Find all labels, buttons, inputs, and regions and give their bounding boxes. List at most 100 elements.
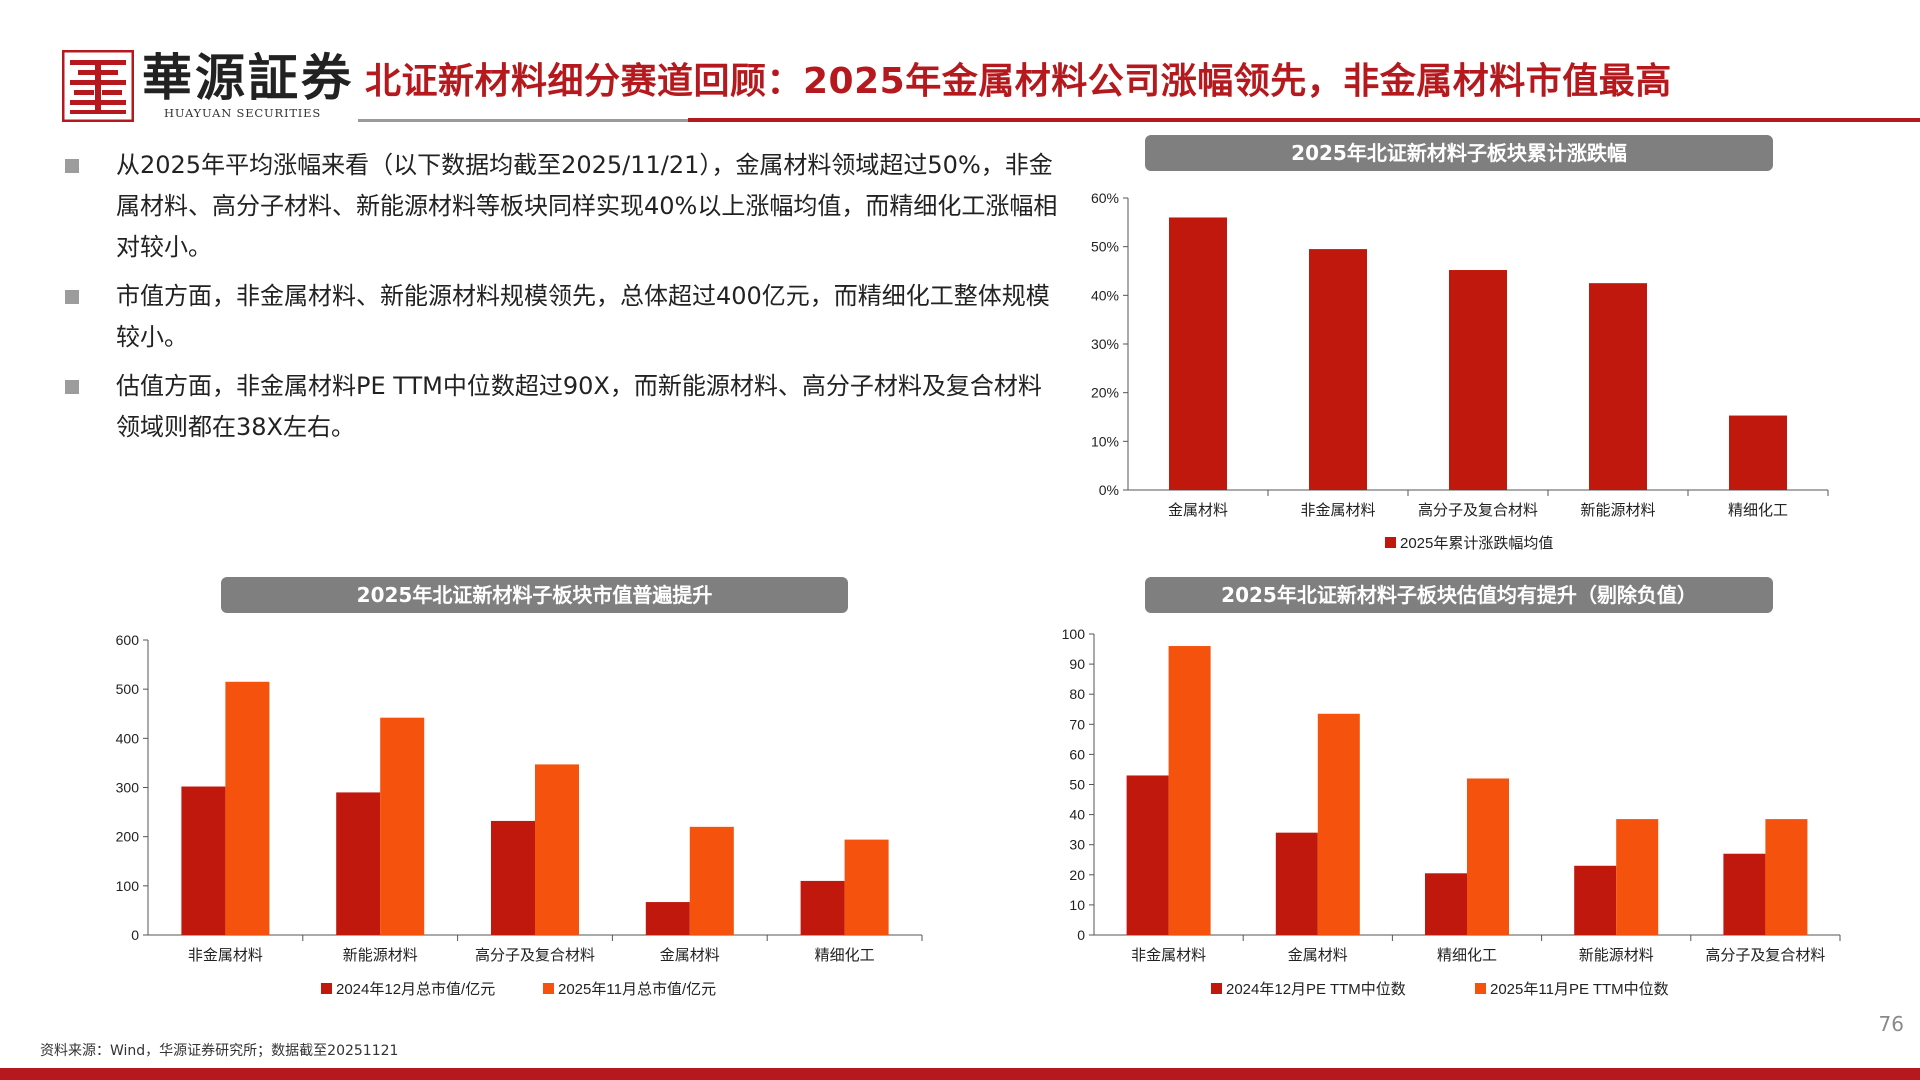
title-underline-gray — [358, 119, 688, 122]
y-tick-label: 200 — [116, 829, 140, 845]
x-tick-label: 精细化工 — [815, 947, 875, 964]
bar — [1589, 283, 1647, 490]
legend-label: 2025年累计涨跌幅均值 — [1400, 535, 1553, 552]
bullet-item: 市值方面，非金属材料、新能源材料规模领先，总体超过400亿元，而精细化工整体规模… — [62, 276, 1062, 358]
x-tick-label: 新能源材料 — [343, 947, 418, 964]
bullet-square-icon — [65, 290, 79, 304]
x-tick-label: 非金属材料 — [1300, 502, 1375, 519]
x-tick-label: 新能源材料 — [1580, 502, 1655, 519]
y-tick-label: 30 — [1069, 837, 1085, 853]
bullet-item: 从2025年平均涨幅来看（以下数据均截至2025/11/21），金属材料领域超过… — [62, 145, 1062, 268]
bullet-item: 估值方面，非金属材料PE TTM中位数超过90X，而新能源材料、高分子材料及复合… — [62, 366, 1062, 448]
bullet-square-icon — [65, 380, 79, 394]
bullet-text: 估值方面，非金属材料PE TTM中位数超过90X，而新能源材料、高分子材料及复合… — [116, 372, 1042, 441]
bullet-list: 从2025年平均涨幅来看（以下数据均截至2025/11/21），金属材料领域超过… — [62, 145, 1062, 456]
bar — [844, 839, 889, 935]
legend-swatch — [543, 983, 554, 994]
legend-swatch — [1211, 983, 1222, 994]
y-tick-label: 10% — [1091, 433, 1119, 449]
y-tick-label: 0 — [1077, 927, 1085, 943]
y-tick-label: 400 — [116, 730, 140, 746]
legend-label: 2025年11月总市值/亿元 — [558, 981, 716, 998]
bar — [1574, 865, 1617, 935]
y-tick-label: 40% — [1091, 287, 1119, 303]
y-tick-label: 600 — [116, 632, 140, 648]
bar — [225, 681, 270, 935]
y-tick-label: 60% — [1091, 190, 1119, 206]
legend-label: 2024年12月PE TTM中位数 — [1226, 981, 1406, 998]
page-number: 76 — [1878, 1012, 1904, 1036]
y-tick-label: 90 — [1069, 656, 1085, 672]
x-tick-label: 精细化工 — [1728, 502, 1788, 519]
y-tick-label: 50 — [1069, 777, 1085, 793]
x-tick-label: 精细化工 — [1437, 947, 1497, 964]
chart-title-cumulative: 2025年北证新材料子板块累计涨跌幅 — [1145, 135, 1773, 171]
chart-title-valuation: 2025年北证新材料子板块估值均有提升（剔除负值） — [1145, 577, 1773, 613]
bullet-text: 市值方面，非金属材料、新能源材料规模领先，总体超过400亿元，而精细化工整体规模… — [116, 282, 1050, 351]
bar — [1467, 778, 1509, 935]
x-tick-label: 非金属材料 — [188, 947, 263, 964]
company-logo-text: 華源証券 — [142, 48, 354, 107]
y-tick-label: 100 — [1062, 626, 1086, 642]
y-tick-label: 20 — [1069, 867, 1085, 883]
legend-label: 2024年12月总市值/亿元 — [336, 981, 495, 998]
x-tick-label: 高分子及复合材料 — [1418, 501, 1538, 519]
bullet-square-icon — [65, 159, 79, 173]
company-logo-english: HUAYUAN SECURITIES — [164, 106, 322, 120]
bar — [1275, 832, 1318, 935]
source-note: 资料来源：Wind，华源证券研究所；数据截至20251121 — [40, 1043, 399, 1059]
bullet-text: 从2025年平均涨幅来看（以下数据均截至2025/11/21），金属材料领域超过… — [116, 151, 1058, 261]
y-tick-label: 0% — [1099, 482, 1119, 498]
y-tick-label: 10 — [1069, 897, 1085, 913]
y-tick-label: 80 — [1069, 686, 1085, 702]
legend-swatch — [1475, 983, 1486, 994]
y-tick-label: 40 — [1069, 807, 1085, 823]
company-logo-icon — [62, 50, 134, 122]
legend-swatch — [1385, 537, 1396, 548]
bar — [336, 792, 381, 935]
bar — [181, 786, 226, 935]
bar — [1126, 775, 1169, 935]
bar — [800, 880, 845, 935]
y-tick-label: 300 — [116, 780, 140, 796]
y-tick-label: 30% — [1091, 336, 1119, 352]
x-tick-label: 金属材料 — [660, 947, 720, 964]
y-tick-label: 20% — [1091, 385, 1119, 401]
bar — [1168, 646, 1211, 935]
y-tick-label: 70 — [1069, 716, 1085, 732]
x-tick-label: 金属材料 — [1288, 947, 1348, 964]
bar — [1317, 713, 1360, 935]
title-underline-red — [688, 118, 1920, 122]
bar — [380, 717, 425, 935]
chart-title-market-cap: 2025年北证新材料子板块市值普遍提升 — [221, 577, 848, 613]
y-tick-label: 60 — [1069, 746, 1085, 762]
bar — [1425, 873, 1467, 935]
y-tick-label: 0 — [131, 927, 139, 943]
x-tick-label: 高分子及复合材料 — [1705, 946, 1825, 964]
y-tick-label: 500 — [116, 681, 140, 697]
x-tick-label: 非金属材料 — [1131, 947, 1206, 964]
legend-swatch — [321, 983, 332, 994]
y-tick-label: 50% — [1091, 239, 1119, 255]
bar — [491, 820, 535, 935]
bar — [1449, 270, 1507, 490]
footer-bar — [0, 1068, 1920, 1080]
bar — [1616, 819, 1659, 935]
bar — [1765, 819, 1808, 935]
y-tick-label: 100 — [116, 878, 140, 894]
bar — [1729, 415, 1787, 490]
legend-label: 2025年11月PE TTM中位数 — [1490, 981, 1669, 998]
bar — [689, 826, 734, 935]
x-tick-label: 金属材料 — [1168, 502, 1228, 519]
bar — [1723, 853, 1766, 935]
x-tick-label: 高分子及复合材料 — [475, 946, 595, 964]
page-title: 北证新材料细分赛道回顾：2025年金属材料公司涨幅领先，非金属材料市值最高 — [365, 61, 1672, 102]
bar — [645, 902, 690, 935]
bar — [535, 764, 579, 935]
bar — [1169, 217, 1227, 490]
x-tick-label: 新能源材料 — [1579, 947, 1654, 964]
bar — [1309, 249, 1367, 490]
